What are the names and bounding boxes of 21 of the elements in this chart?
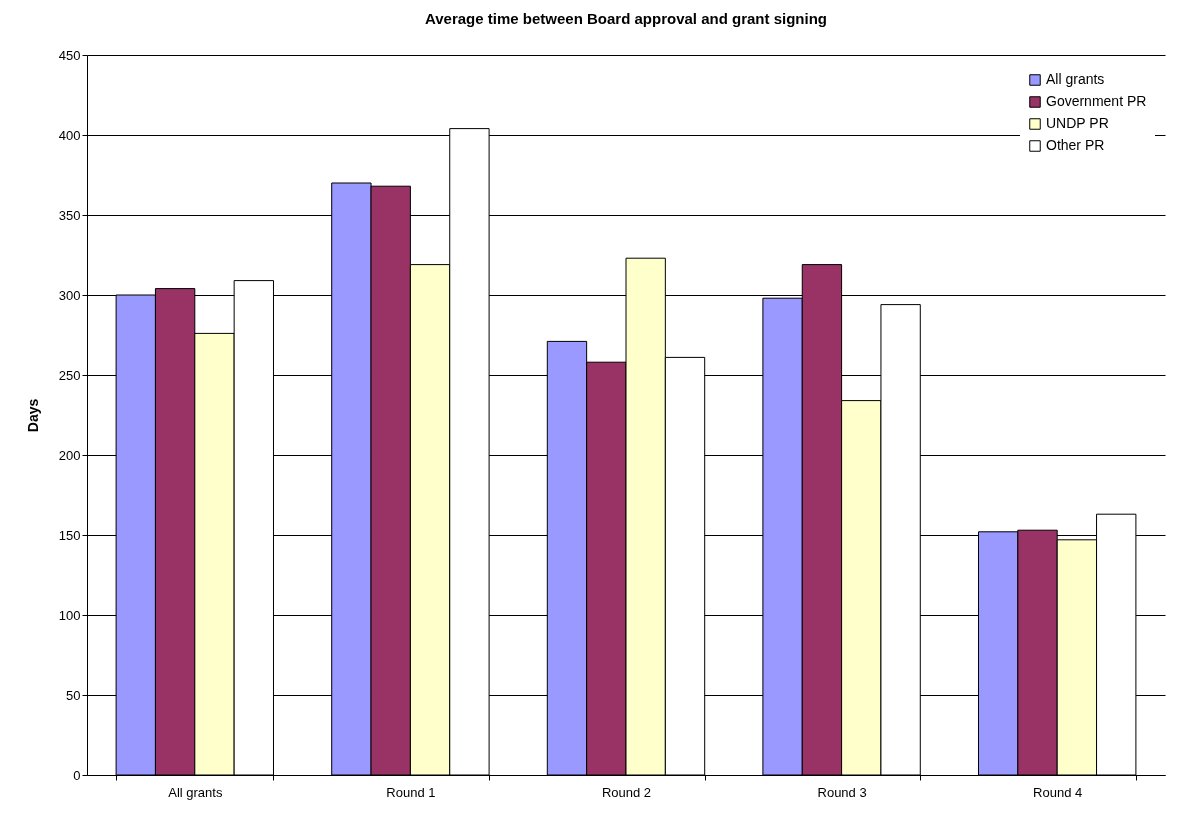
x-tick-label: Round 2 [601,784,652,800]
legend-label: All grants [1046,71,1105,87]
x-tick-label: All grants [168,784,223,800]
y-tick-label: 200 [58,447,81,463]
y-tick-label: 250 [58,367,81,383]
y-tick-label: 50 [66,687,81,703]
chart-title: Average time between Board approval and grant signing [424,10,828,27]
y-axis-title: Days [24,398,41,433]
legend-label: Government PR [1046,93,1147,109]
legend-label: UNDP PR [1046,115,1109,131]
y-tick-label: 300 [58,287,81,303]
legend-label: Other PR [1046,137,1105,153]
x-tick-label: Round 1 [386,784,436,800]
y-tick-label: 150 [58,527,81,543]
x-tick-label: Round 4 [1033,784,1083,800]
y-tick-label: 450 [58,47,81,63]
y-tick-label: 350 [58,207,81,223]
y-tick-label: 100 [58,607,81,623]
y-tick-label: 0 [73,767,81,783]
y-tick-label: 400 [58,127,81,143]
x-tick-label: Round 3 [817,784,867,800]
